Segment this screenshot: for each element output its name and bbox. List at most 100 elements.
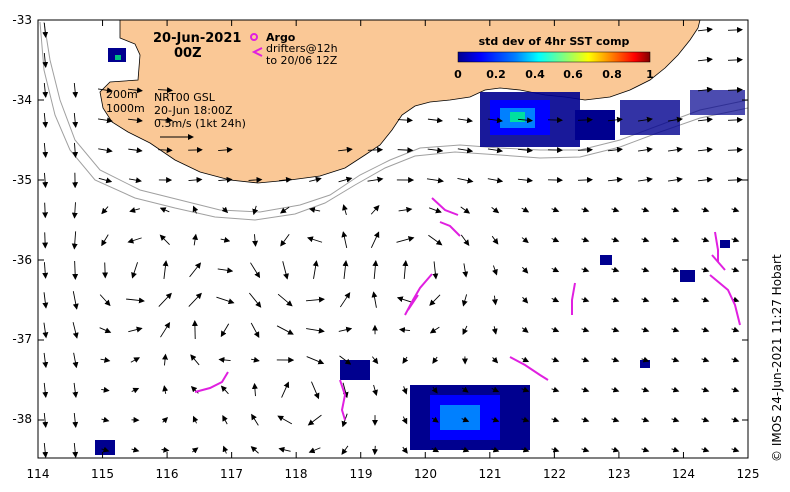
drifter-legend: drifters@12h to 20/06 12Z xyxy=(251,42,338,67)
current-arrow xyxy=(72,82,79,98)
current-arrow xyxy=(101,446,110,453)
current-arrow xyxy=(461,294,468,307)
current-arrow xyxy=(667,116,683,123)
current-arrow xyxy=(551,206,560,213)
current-arrow xyxy=(432,261,439,280)
lon-tick-121: 121 xyxy=(479,467,502,481)
current-arrow xyxy=(126,297,145,304)
current-arrow xyxy=(338,146,353,153)
current-arrow xyxy=(697,86,713,93)
current-arrow xyxy=(162,353,169,366)
current-arrow xyxy=(461,386,469,393)
current-arrow xyxy=(131,387,140,394)
current-arrow xyxy=(521,206,530,213)
lon-tick-125: 125 xyxy=(737,467,760,481)
lat-tick-labels: -33 -34 -35 -36 -37 -38 xyxy=(12,13,32,426)
current-arrow xyxy=(192,415,199,424)
current-arrow xyxy=(339,292,351,308)
current-arrow xyxy=(158,292,172,307)
current-arrow xyxy=(487,147,504,154)
current-arrow xyxy=(159,234,170,246)
current-arrow xyxy=(581,326,590,333)
current-arrow xyxy=(522,266,529,274)
current-arrow xyxy=(102,262,109,279)
lon-tick-123: 123 xyxy=(608,467,631,481)
current-arrow xyxy=(727,146,743,153)
current-arrow xyxy=(367,146,384,153)
current-arrow xyxy=(280,233,290,247)
current-arrow xyxy=(611,386,620,393)
current-arrow xyxy=(42,352,49,369)
colorbar-tick-04: 0.4 xyxy=(525,68,545,81)
current-arrow xyxy=(372,445,379,456)
current-arrow xyxy=(221,206,229,214)
current-arrow xyxy=(701,206,710,213)
isobath-1000-label: 1000m xyxy=(106,102,145,115)
current-arrow xyxy=(701,446,710,453)
current-arrow xyxy=(71,231,78,250)
current-arrow xyxy=(162,385,169,394)
current-arrow xyxy=(250,446,259,454)
current-arrow xyxy=(697,26,713,33)
current-arrow xyxy=(431,386,438,394)
current-arrow xyxy=(72,442,79,458)
drifter-tracks xyxy=(194,197,741,421)
current-arrow xyxy=(731,356,740,363)
lon-tick-117: 117 xyxy=(220,467,243,481)
current-arrow xyxy=(607,176,623,183)
current-arrow xyxy=(341,445,349,455)
current-arrow xyxy=(727,176,743,183)
current-arrow xyxy=(491,207,500,214)
current-arrow xyxy=(401,386,408,395)
current-arrow xyxy=(517,147,533,154)
current-arrow xyxy=(427,147,444,154)
current-arrow xyxy=(671,206,680,213)
current-arrow xyxy=(428,207,442,214)
current-arrow xyxy=(671,236,680,243)
current-arrow xyxy=(131,446,140,453)
current-arrow xyxy=(220,236,231,243)
current-arrow xyxy=(401,446,408,454)
current-arrow xyxy=(161,446,170,453)
argo-legend: Argo xyxy=(250,31,296,44)
current-arrow xyxy=(727,86,743,93)
current-arrow xyxy=(71,202,78,219)
lon-tick-124: 124 xyxy=(672,467,695,481)
current-arrow xyxy=(101,234,109,247)
current-arrow xyxy=(311,381,320,400)
current-arrow xyxy=(521,236,529,244)
current-arrow xyxy=(158,147,173,154)
current-arrow xyxy=(551,296,560,303)
current-arrow xyxy=(427,117,444,124)
current-arrow xyxy=(72,352,79,369)
current-arrow xyxy=(671,326,680,333)
current-arrow xyxy=(671,446,680,453)
current-arrow xyxy=(641,206,650,213)
current-arrow xyxy=(551,356,560,363)
current-arrow xyxy=(277,293,293,307)
current-arrow xyxy=(727,116,743,123)
current-arrow xyxy=(160,321,171,338)
current-arrow xyxy=(278,176,292,183)
current-arrow xyxy=(42,292,49,309)
current-arrow xyxy=(218,176,233,183)
current-arrow xyxy=(428,234,443,246)
current-arrow xyxy=(701,236,710,243)
current-arrow xyxy=(581,296,590,303)
current-arrow xyxy=(581,386,590,393)
current-arrow xyxy=(611,326,620,333)
imos-credit: © IMOS 24-Jun-2021 11:27 Hobart xyxy=(770,254,784,462)
current-arrow xyxy=(402,356,409,364)
current-arrow xyxy=(42,142,49,159)
current-arrow xyxy=(42,232,49,249)
current-arrow xyxy=(127,237,142,244)
current-arrow xyxy=(641,326,650,333)
current-arrow xyxy=(491,386,500,393)
lat-tick-35: -35 xyxy=(12,173,32,187)
current-arrow xyxy=(521,416,530,423)
current-arrow xyxy=(222,445,229,454)
current-arrow xyxy=(72,291,79,310)
lon-tick-114: 114 xyxy=(27,467,50,481)
nrt-label-3: 0.5m/s (1kt 24h) xyxy=(154,117,246,130)
current-arrow xyxy=(551,326,560,333)
